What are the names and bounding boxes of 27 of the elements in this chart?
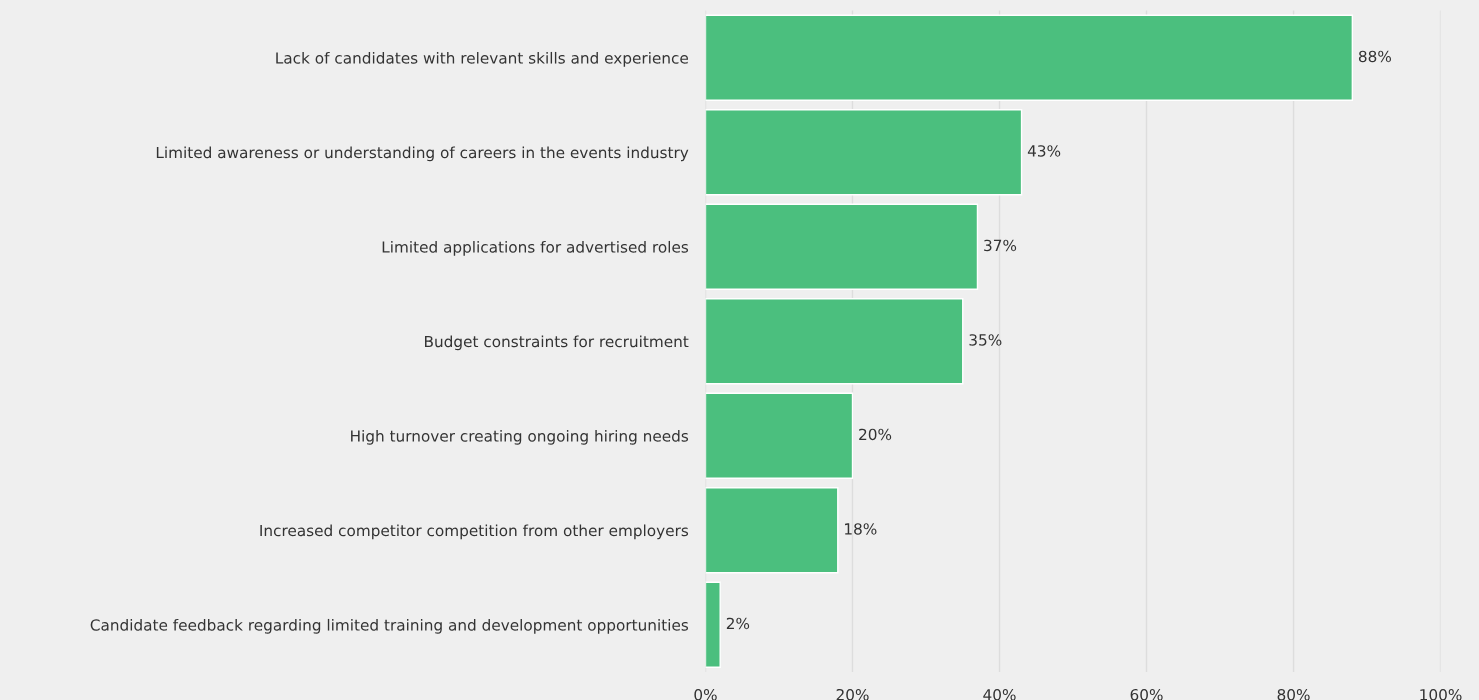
x-tick-label: 60% (1130, 688, 1163, 700)
y-tick-label: Increased competitor competition from other employers (260, 524, 689, 540)
x-tick-label: 40% (983, 688, 1016, 700)
y-tick-label: Budget constraints for recruitment (425, 335, 689, 351)
y-tick-label: Limited applications for advertised roles (382, 240, 689, 256)
bar (705, 203, 979, 290)
x-tick-label: 20% (836, 688, 869, 700)
bar (705, 487, 839, 574)
data-label: 37% (984, 239, 1017, 252)
bar (705, 109, 1023, 196)
y-tick-label: Lack of candidates with relevant skills and experience (276, 51, 688, 67)
bar (705, 581, 721, 668)
data-label: 2% (726, 617, 750, 630)
bar (705, 298, 964, 385)
bar (705, 392, 854, 479)
data-label: 20% (859, 428, 892, 441)
data-label: 18% (845, 523, 877, 535)
x-tick-label: 0% (694, 688, 717, 700)
y-tick-label: Limited awareness or understanding of careers in the events industry (156, 146, 689, 162)
y-tick-label: High turnover creating ongoing hiring needs (351, 429, 689, 445)
bar (705, 14, 1354, 101)
x-tick-label: 80% (1277, 688, 1310, 700)
data-label: 43% (1027, 145, 1061, 157)
x-tick-label: 100% (1420, 688, 1462, 700)
data-label: 88% (1358, 50, 1392, 63)
y-tick-label: Candidate feedback regarding limited training and development opportunities (90, 618, 689, 634)
data-label: 35% (969, 334, 1002, 346)
